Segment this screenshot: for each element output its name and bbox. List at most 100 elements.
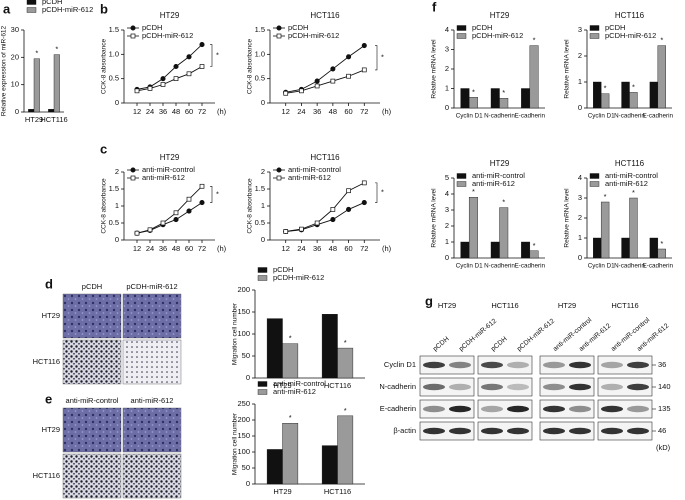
y-tick-label: 20 bbox=[11, 52, 19, 61]
y-axis-label: Relative mRNA level bbox=[431, 188, 438, 248]
panel-letter: g bbox=[425, 293, 433, 308]
legend-label: pCDH bbox=[605, 23, 625, 32]
bar bbox=[266, 449, 283, 485]
series-line bbox=[136, 185, 203, 234]
y-tick-label: 0 bbox=[445, 253, 449, 262]
significance-mark: * bbox=[632, 82, 635, 91]
data-point bbox=[346, 54, 352, 60]
y-axis-label: Relative mRNA level bbox=[564, 39, 571, 99]
x-axis-label: (h) bbox=[382, 244, 392, 253]
x-tick-label: 12 bbox=[133, 244, 141, 253]
data-point bbox=[147, 86, 153, 91]
legend-label: pCDH-miR-612 bbox=[605, 31, 656, 40]
blot-panel bbox=[477, 355, 533, 375]
bar bbox=[282, 343, 299, 379]
micrograph bbox=[122, 407, 182, 453]
data-point bbox=[173, 63, 179, 70]
y-tick-label: 1 bbox=[578, 233, 582, 242]
bar bbox=[266, 318, 283, 379]
bar bbox=[657, 248, 666, 259]
x-tick-label: HT29 bbox=[273, 381, 291, 390]
significance-bracket bbox=[375, 182, 378, 203]
x-tick-label: 24 bbox=[297, 107, 305, 116]
blot-group-label: HT29 bbox=[558, 301, 576, 310]
significance-mark: * bbox=[660, 239, 663, 248]
bar bbox=[337, 347, 354, 379]
legend-label: anti-miR-612 bbox=[273, 387, 316, 396]
chart-title: HT29 bbox=[490, 11, 510, 20]
blot-panel bbox=[539, 399, 595, 419]
y-tick-label: 1.0 bbox=[109, 49, 119, 58]
legend-swatch bbox=[456, 33, 467, 39]
bar bbox=[490, 241, 500, 259]
y-tick-label: 5 bbox=[445, 173, 449, 182]
y-tick-label: 1.5 bbox=[109, 184, 119, 193]
legend-swatch bbox=[257, 275, 268, 281]
y-tick-label: 4 bbox=[578, 173, 582, 182]
data-point bbox=[160, 220, 166, 226]
blot-band bbox=[601, 405, 623, 413]
x-tick-label: 48 bbox=[329, 244, 337, 253]
legend-label: anti-miR-control bbox=[288, 165, 341, 174]
y-tick-label: 1.5 bbox=[255, 25, 265, 34]
panel-letter: c bbox=[100, 141, 107, 156]
legend-marker bbox=[130, 33, 136, 39]
blot-band bbox=[569, 427, 591, 435]
legend-swatch bbox=[589, 33, 600, 39]
legend-label: pCDH-miR-612 bbox=[273, 273, 324, 282]
x-tick-label: 72 bbox=[198, 244, 206, 253]
y-tick-label: 200 bbox=[237, 415, 250, 424]
blot-panel bbox=[539, 355, 595, 375]
data-point bbox=[330, 66, 336, 72]
y-tick-label: 0 bbox=[445, 103, 449, 112]
x-tick-label: 72 bbox=[198, 107, 206, 116]
data-point bbox=[160, 82, 166, 87]
blot-size-label: 140 bbox=[658, 382, 671, 391]
significance-mark: * bbox=[289, 413, 292, 422]
blot-row-label: E-cadherin bbox=[380, 404, 416, 413]
bar bbox=[529, 45, 539, 109]
blot-band bbox=[449, 427, 471, 435]
image-row-label: HT29 bbox=[42, 425, 60, 434]
y-axis-label: CCK-8 absorbance bbox=[101, 178, 108, 234]
panel-letter: d bbox=[45, 276, 53, 291]
blot-band bbox=[449, 405, 471, 413]
significance-mark: * bbox=[216, 51, 219, 60]
blot-band bbox=[481, 361, 503, 369]
data-point bbox=[199, 183, 205, 189]
y-tick-label: 2 bbox=[578, 51, 582, 60]
y-tick-label: 1 bbox=[115, 201, 119, 210]
legend-label: anti-miR-control bbox=[605, 171, 658, 180]
bar bbox=[657, 45, 666, 109]
significance-bracket bbox=[375, 45, 378, 71]
legend-label: anti-miR-612 bbox=[142, 173, 185, 182]
significance-mark: * bbox=[344, 338, 347, 347]
data-point bbox=[173, 210, 179, 216]
bar bbox=[460, 88, 470, 109]
y-tick-label: 0 bbox=[115, 98, 119, 107]
panel-letter: e bbox=[45, 391, 52, 406]
legend-marker bbox=[276, 175, 282, 181]
blot-lane-label: pCDH bbox=[490, 336, 509, 353]
bar bbox=[649, 237, 659, 259]
bar bbox=[521, 241, 531, 259]
bar bbox=[460, 241, 470, 259]
blot-band bbox=[543, 361, 565, 369]
legend-marker bbox=[276, 25, 282, 31]
blot-band bbox=[627, 405, 649, 413]
significance-bracket bbox=[210, 185, 213, 203]
bar bbox=[629, 197, 638, 259]
y-tick-label: 0 bbox=[578, 253, 582, 262]
blot-band bbox=[627, 361, 649, 369]
significance-mark: * bbox=[533, 36, 536, 45]
blot-band bbox=[569, 405, 591, 413]
blot-panel bbox=[419, 377, 475, 397]
data-point bbox=[186, 196, 192, 202]
y-tick-label: 3 bbox=[578, 193, 582, 202]
axis bbox=[123, 172, 215, 241]
blot-panel bbox=[419, 421, 475, 441]
data-point bbox=[361, 67, 367, 73]
y-tick-label: 100 bbox=[237, 329, 250, 338]
blot-panel bbox=[419, 355, 475, 375]
x-tick-label: N-cadherin bbox=[614, 113, 645, 120]
